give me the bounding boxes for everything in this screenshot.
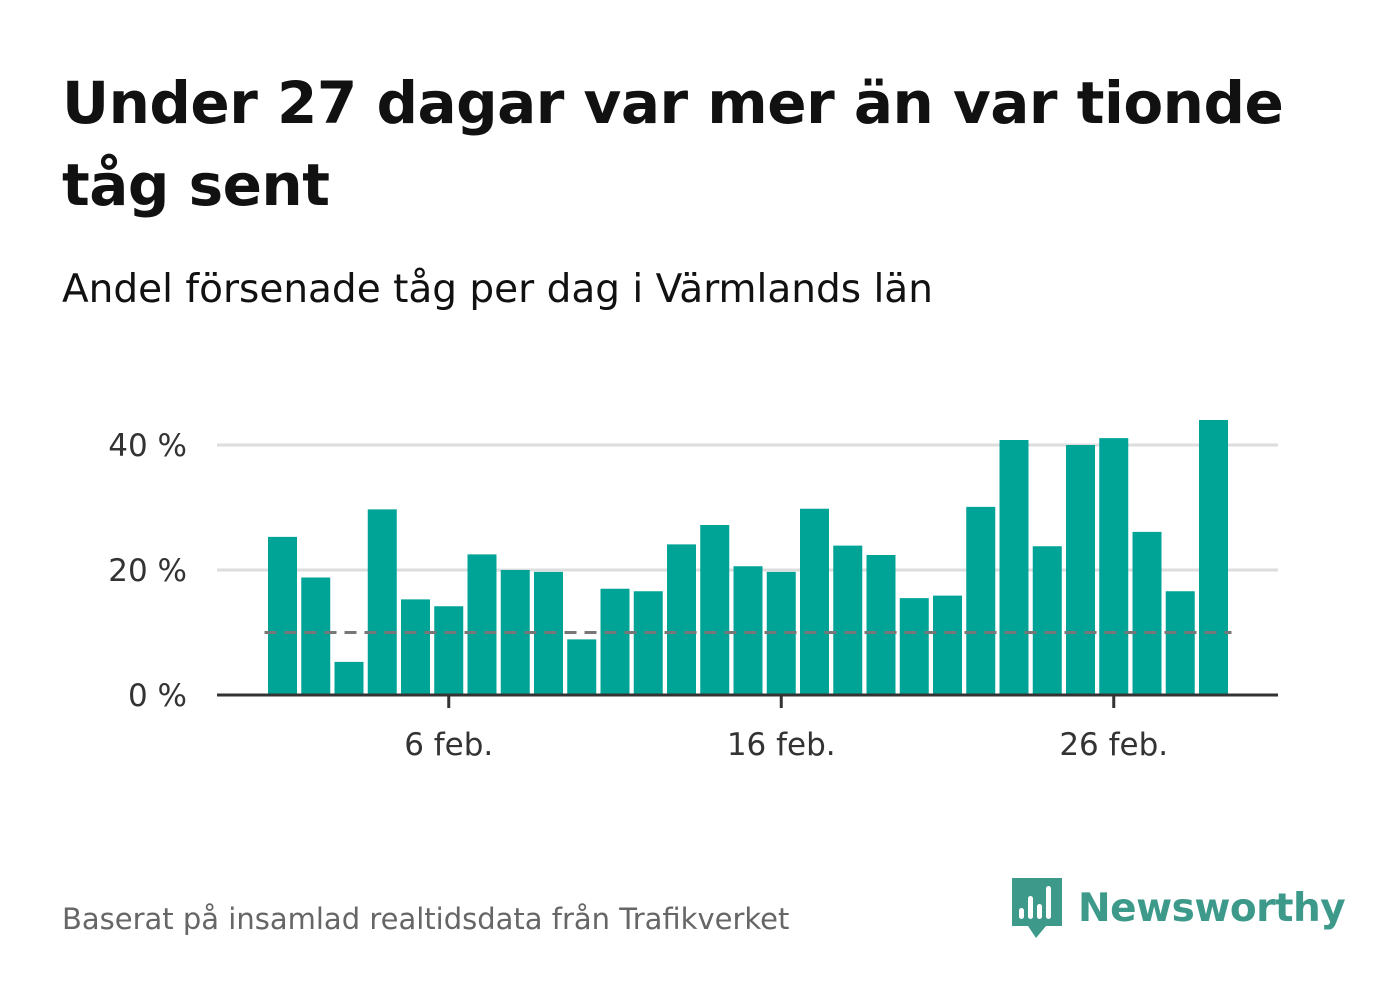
bar [1099, 438, 1129, 695]
bar [600, 588, 630, 695]
y-tick-label: 20 % [108, 553, 187, 589]
brand-logo: Newsworthy [1012, 878, 1346, 940]
bars [268, 420, 1228, 695]
bar [866, 555, 896, 695]
bar [401, 599, 430, 695]
bar [700, 525, 730, 695]
bar [1132, 531, 1162, 695]
bar [1165, 591, 1195, 695]
bar-chart: 0 % 20 % 40 % 6 feb. 16 feb. 26 feb. [108, 420, 1278, 763]
y-tick-label: 40 % [108, 428, 187, 464]
newsworthy-logo-icon [1012, 878, 1062, 938]
bar [833, 545, 863, 695]
bar [301, 577, 331, 695]
bar [1066, 445, 1095, 695]
chart-subtitle: Andel försenade tåg per dag i Värmlands … [62, 267, 933, 312]
bar [633, 591, 663, 695]
bar [268, 536, 297, 695]
bar [933, 595, 962, 695]
y-axis-ticks: 0 % 20 % 40 % [108, 428, 187, 714]
bar [733, 566, 763, 695]
bar [899, 598, 929, 695]
bar [966, 506, 996, 695]
x-tick-label: 26 feb. [1059, 727, 1168, 763]
bar [1199, 420, 1228, 695]
bar [1032, 546, 1062, 695]
x-axis-ticks: 6 feb. 16 feb. 26 feb. [404, 695, 1168, 763]
x-tick-label: 16 feb. [727, 727, 836, 763]
source-note: Baserat på insamlad realtidsdata från Tr… [62, 902, 790, 936]
bar [367, 509, 397, 695]
bar [567, 639, 597, 695]
bar [667, 544, 696, 695]
y-tick-label: 0 % [128, 678, 187, 714]
bar [800, 508, 829, 695]
bar [334, 661, 364, 695]
bar [434, 606, 464, 695]
chart-title: Under 27 dagar var mer än var tionde tåg… [62, 69, 1284, 219]
x-tick-label: 6 feb. [404, 727, 493, 763]
brand-name: Newsworthy [1078, 886, 1346, 931]
bar [999, 440, 1029, 695]
bar [467, 554, 497, 695]
